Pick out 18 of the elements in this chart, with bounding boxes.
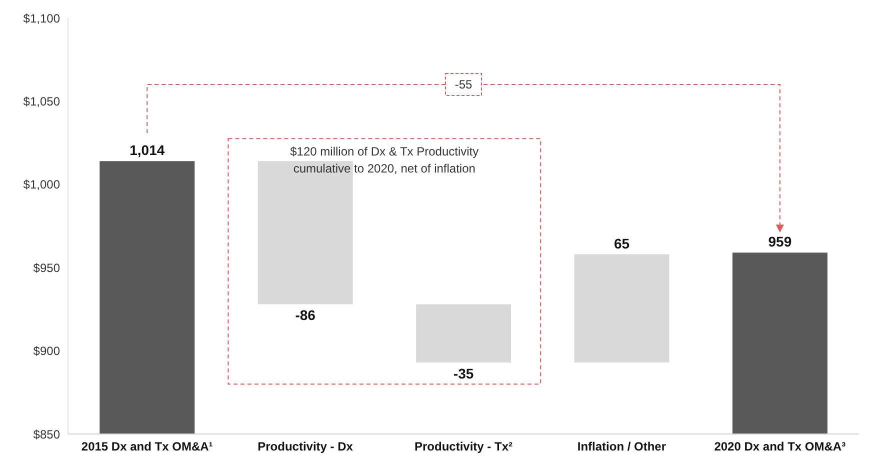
- x-tick-label: 2020 Dx and Tx OM&A³: [714, 440, 846, 454]
- data-label: 65: [614, 235, 630, 252]
- y-tick-label: $1,100: [23, 11, 60, 26]
- y-tick-label: $1,050: [23, 94, 60, 108]
- x-tick-label: Inflation / Other: [577, 440, 666, 454]
- x-tick-label: Productivity - Dx: [258, 440, 354, 454]
- annotation: $120 million of Dx & Tx Productivity cumulative to 2020, net of inflation: [290, 144, 479, 176]
- data-label: -86: [295, 307, 316, 324]
- data-label: 1,014: [130, 142, 165, 158]
- x-tick-label: Productivity - Tx²: [414, 440, 513, 454]
- data-label: 959: [768, 234, 792, 250]
- y-tick-label: $1,000: [23, 178, 60, 192]
- x-tick-label: 2015 Dx and Tx OM&A¹: [81, 440, 213, 454]
- data-label: -35: [453, 365, 474, 382]
- annotation: -55: [454, 78, 472, 92]
- y-tick-label: $850: [33, 427, 60, 442]
- y-tick-label: $950: [33, 260, 60, 275]
- y-tick-label: $900: [33, 344, 60, 358]
